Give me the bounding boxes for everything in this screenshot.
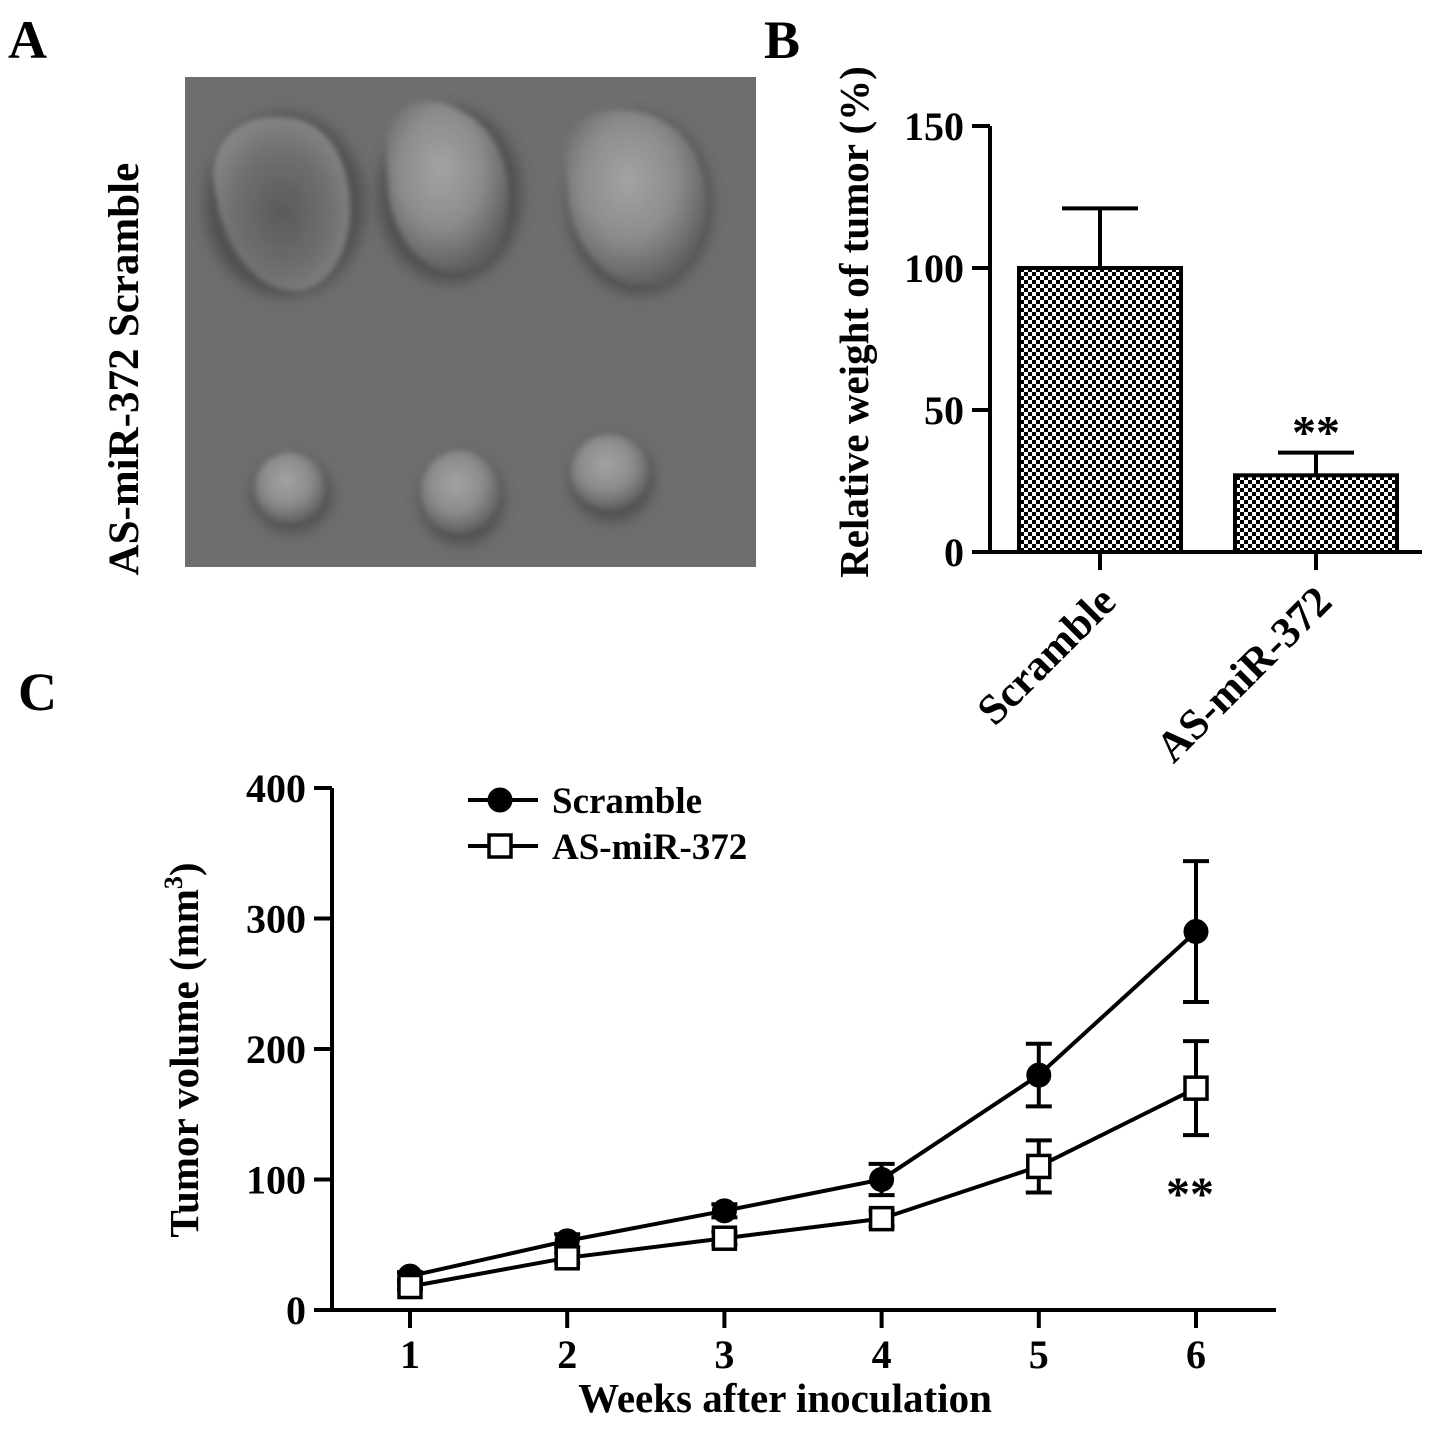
line-y-axis-title: Tumor volume (mm3)	[159, 862, 207, 1237]
legend-marker-scramble	[487, 787, 513, 813]
line-chart: Tumor volume (mm3) Weeks after inoculati…	[159, 766, 1276, 1421]
panel-label-b: B	[764, 10, 800, 70]
point-as-mir-372	[868, 1205, 895, 1232]
line-y-axis-title-close: )	[161, 862, 207, 876]
line-y-axis-title-superscript: 3	[159, 876, 188, 889]
bar-y-tick-label: 150	[904, 104, 964, 149]
bar-category-label-as-mir-372: AS-miR-372	[1147, 578, 1341, 772]
point-as-mir-372	[1183, 1075, 1209, 1101]
bar-y-tick-label: 50	[924, 388, 964, 433]
bar-y-tick-label: 100	[904, 246, 964, 291]
series-line-scramble	[409, 930, 1198, 1279]
legend-marker-as-mir-372	[487, 833, 513, 859]
line-y-tick-label: 400	[246, 766, 306, 811]
line-legend: Scramble AS-miR-372	[468, 781, 747, 868]
line-x-tick-label: 6	[1186, 1332, 1206, 1377]
point-as-mir-372	[397, 1273, 423, 1300]
line-significance-annotation: **	[1166, 1168, 1214, 1221]
point-as-mir-372	[711, 1225, 738, 1251]
photo-row-label-scramble: Scramble	[101, 163, 148, 337]
point-scramble	[1026, 1062, 1052, 1088]
bar-as-mir-372	[1233, 473, 1399, 555]
line-y-tick-label: 200	[246, 1027, 306, 1072]
bar-y-axis-title: Relative weight of tumor (%)	[831, 66, 877, 578]
line-x-axis-title: Weeks after inoculation	[578, 1375, 992, 1421]
point-as-mir-372	[554, 1245, 580, 1271]
line-x-tick-label: 2	[557, 1332, 577, 1377]
bar-category-label-scramble: Scramble	[969, 578, 1126, 735]
panel-label-c: C	[18, 662, 57, 722]
line-y-axis-title-main: Tumor volume (mm	[161, 889, 207, 1238]
line-y-tick-label: 0	[286, 1288, 306, 1333]
point-scramble	[869, 1167, 895, 1192]
point-scramble	[1183, 919, 1209, 945]
bar-y-tick-label: 0	[944, 530, 964, 575]
bar-scramble	[1017, 266, 1183, 554]
panel-label-a: A	[8, 10, 47, 70]
legend-label-as-mir-372: AS-miR-372	[552, 827, 747, 868]
bar-significance-annotation: **	[1292, 407, 1340, 460]
bar-chart: Relative weight of tumor (%) 0 50 100 150 S…	[831, 66, 1422, 772]
point-scramble	[711, 1198, 737, 1224]
legend-label-scramble: Scramble	[552, 781, 702, 822]
line-x-tick-label: 5	[1029, 1332, 1049, 1377]
line-x-tick-label: 4	[872, 1332, 892, 1377]
line-y-tick-label: 300	[246, 897, 306, 942]
line-y-tick-label: 100	[246, 1158, 306, 1203]
line-x-tick-label: 3	[714, 1332, 734, 1377]
tumor-photo	[185, 77, 756, 567]
series-line-as-mir-372	[409, 1086, 1197, 1289]
photo-row-label-as-mir-372: AS-miR-372	[101, 349, 148, 576]
line-x-tick-label: 1	[400, 1332, 420, 1377]
point-as-mir-372	[1026, 1153, 1052, 1180]
